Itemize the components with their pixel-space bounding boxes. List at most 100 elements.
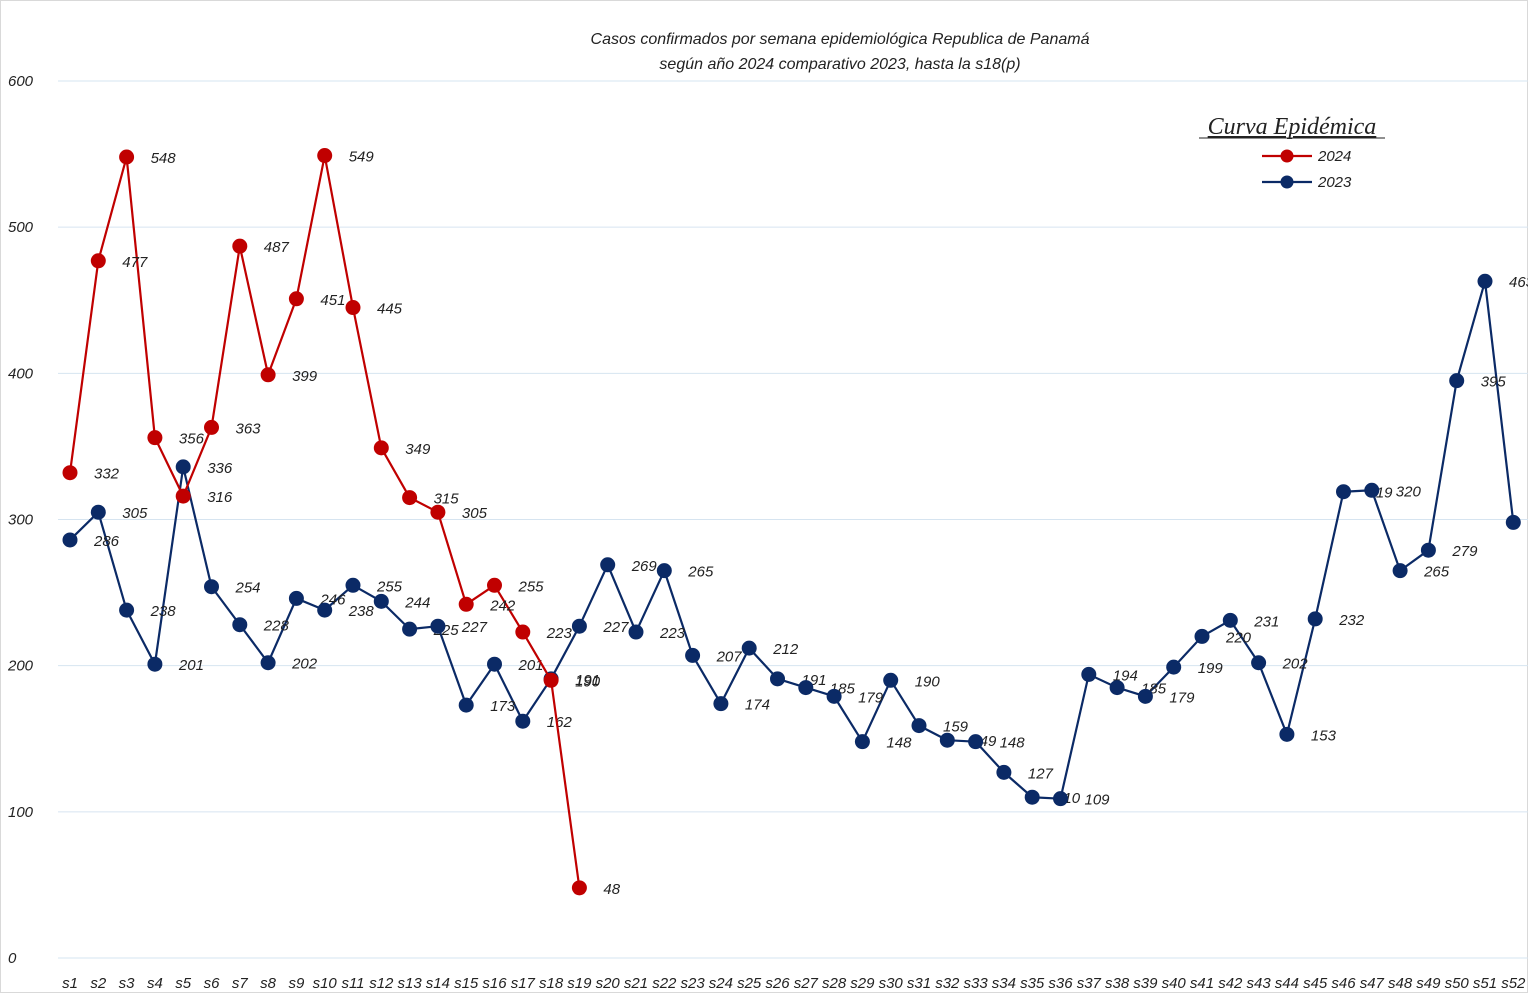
x-tick-label-s19: s19 — [567, 975, 592, 992]
data-label-2023-s15: 173 — [490, 698, 516, 715]
x-tick-label-s50: s50 — [1445, 975, 1470, 992]
legend-marker-2024 — [1280, 149, 1294, 163]
point-2023-s25 — [741, 640, 757, 656]
x-tick-label-s51: s51 — [1473, 975, 1497, 992]
y-tick-label-100: 100 — [8, 804, 34, 821]
data-label-2023-s39: 179 — [1169, 689, 1195, 706]
data-label-2023-s31: 159 — [943, 719, 969, 736]
point-2023-s14 — [430, 618, 446, 634]
point-2024-s6 — [204, 419, 219, 435]
point-2023-s35 — [1024, 789, 1040, 805]
x-tick-label-s27: s27 — [794, 975, 819, 992]
x-tick-label-s45: s45 — [1303, 975, 1328, 992]
x-tick-label-s2: s2 — [90, 975, 107, 992]
point-2024-s5 — [175, 488, 191, 504]
data-label-2023-s18: 191 — [575, 672, 600, 689]
x-tick-label-s21: s21 — [624, 975, 648, 992]
x-tick-label-s30: s30 — [879, 975, 904, 992]
point-2024-s2 — [90, 253, 106, 269]
data-label-2023-s48: 265 — [1423, 564, 1450, 581]
point-2023-s44 — [1279, 726, 1295, 742]
data-label-2023-s49: 279 — [1451, 543, 1478, 560]
data-label-2023-s30: 190 — [915, 673, 941, 690]
data-label-2023-s10: 238 — [348, 603, 375, 620]
x-tick-label-s43: s43 — [1247, 975, 1272, 992]
data-label-2023-s40: 199 — [1198, 660, 1224, 677]
point-2024-s11 — [345, 300, 361, 316]
data-label-2024-s2: 477 — [122, 254, 148, 271]
x-tick-label-s18: s18 — [539, 975, 564, 992]
data-label-2023-s37: 194 — [1113, 667, 1138, 684]
point-2023-s51 — [1477, 273, 1493, 289]
data-label-2023-s36: 109 — [1085, 792, 1111, 809]
data-label-2023-s2: 305 — [122, 505, 148, 522]
chart-title-line-2: según año 2024 comparativo 2023, hasta l… — [659, 56, 1020, 73]
legend-label-2023: 2023 — [1317, 174, 1352, 191]
x-tick-label-s34: s34 — [992, 975, 1016, 992]
point-2023-s41 — [1194, 628, 1210, 644]
point-2023-s33 — [968, 734, 984, 750]
y-tick-label-300: 300 — [8, 512, 34, 529]
data-label-2023-s5: 336 — [207, 460, 233, 477]
data-label-2023-s45: 232 — [1338, 612, 1365, 629]
data-label-2023-s19: 227 — [602, 619, 629, 636]
x-tick-label-s23: s23 — [681, 975, 706, 992]
x-tick-label-s24: s24 — [709, 975, 733, 992]
data-label-2023-s47: 320 — [1396, 483, 1422, 500]
point-2023-s52 — [1505, 514, 1521, 530]
point-2024-s15 — [458, 596, 474, 612]
y-tick-label-600: 600 — [8, 73, 34, 90]
point-2023-s20 — [600, 557, 616, 573]
x-tick-label-s6: s6 — [204, 975, 221, 992]
data-label-2023-s12: 244 — [404, 594, 430, 611]
point-2023-s38 — [1109, 680, 1125, 696]
point-2023-s22 — [656, 563, 672, 579]
point-2023-s24 — [713, 696, 729, 712]
data-label-2023-s17: 162 — [547, 714, 573, 731]
x-tick-label-s28: s28 — [822, 975, 847, 992]
data-label-2024-s19: 48 — [603, 881, 620, 898]
x-tick-label-s31: s31 — [907, 975, 931, 992]
point-2023-s46 — [1336, 484, 1351, 500]
x-tick-label-s36: s36 — [1048, 975, 1073, 992]
data-label-2024-s6: 363 — [236, 420, 262, 437]
x-tick-label-s13: s13 — [398, 975, 423, 992]
y-tick-label-400: 400 — [8, 365, 34, 382]
data-label-2023-s41: 220 — [1225, 629, 1252, 646]
point-2024-s7 — [232, 238, 248, 254]
chart-title-line-1: Casos confirmados por semana epidemiológ… — [591, 31, 1090, 48]
point-2024-s10 — [317, 148, 333, 164]
x-tick-label-s33: s33 — [964, 975, 989, 992]
point-2023-s6 — [204, 579, 219, 595]
point-2023-s4 — [147, 656, 163, 672]
point-2023-s12 — [373, 593, 389, 609]
data-label-2024-s15: 242 — [489, 597, 516, 614]
data-label-2024-s14: 305 — [462, 505, 488, 522]
x-tick-label-s35: s35 — [1020, 975, 1045, 992]
point-2023-s17 — [515, 713, 531, 729]
data-label-2024-s13: 315 — [434, 491, 460, 508]
data-label-2023-s43: 202 — [1282, 656, 1309, 673]
point-2023-s1 — [62, 532, 78, 548]
point-2024-s17 — [515, 624, 531, 640]
point-2023-s29 — [854, 734, 870, 750]
x-tick-label-s25: s25 — [737, 975, 762, 992]
point-2023-s42 — [1222, 612, 1238, 628]
data-label-2023-s7: 228 — [263, 618, 290, 635]
legend-marker-2023 — [1280, 175, 1294, 189]
point-2023-s47 — [1364, 482, 1380, 498]
point-2024-s12 — [373, 440, 389, 456]
x-tick-label-s37: s37 — [1077, 975, 1102, 992]
x-tick-label-s5: s5 — [175, 975, 192, 992]
data-label-2023-s11: 255 — [376, 578, 403, 595]
data-label-2024-s11: 445 — [377, 301, 403, 318]
point-2023-s26 — [770, 671, 785, 687]
data-label-2024-s17: 223 — [546, 625, 573, 642]
point-2023-s49 — [1420, 542, 1436, 558]
point-2024-s3 — [119, 149, 135, 165]
data-label-2023-s44: 153 — [1311, 727, 1337, 744]
y-tick-label-500: 500 — [8, 219, 34, 236]
point-2023-s2 — [90, 504, 106, 520]
x-tick-label-s38: s38 — [1105, 975, 1130, 992]
